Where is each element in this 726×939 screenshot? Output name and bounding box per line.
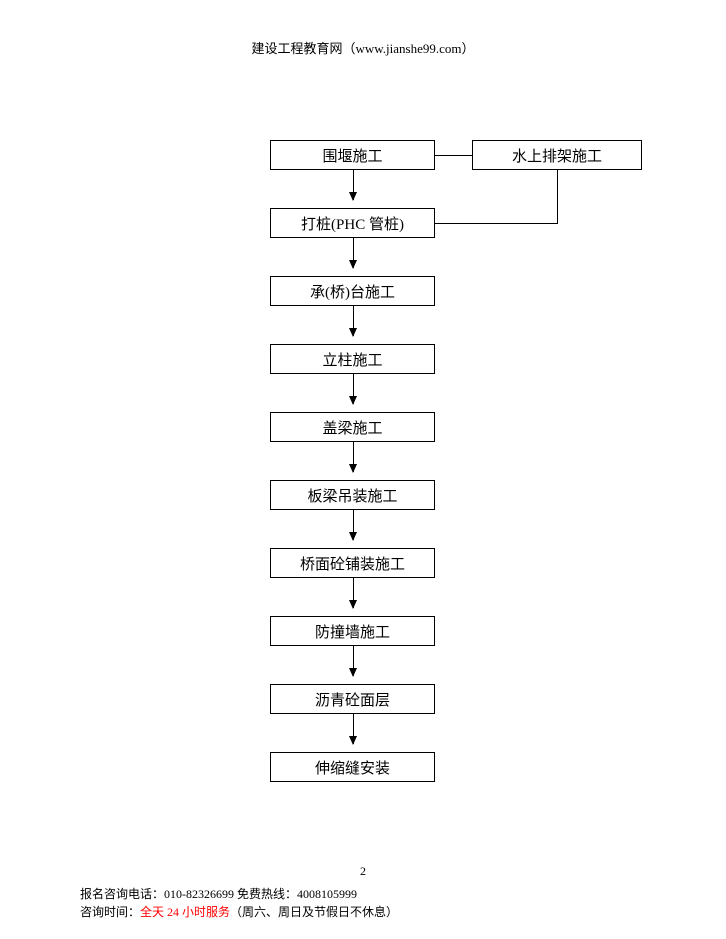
- flow-node-n1b: 水上排架施工: [472, 140, 642, 170]
- page-number: 2: [0, 864, 726, 879]
- connector-h-n1b-n2: [435, 223, 558, 224]
- flow-node-n2: 打桩(PHC 管桩): [270, 208, 435, 238]
- arrow-n7-n8: [353, 578, 354, 608]
- footer-line-2: 咨询时间：全天 24 小时服务（周六、周日及节假日不休息）: [80, 903, 398, 921]
- footer-phone-label-1: 报名咨询电话：: [80, 887, 164, 901]
- footer-phone-2: 4008105999: [297, 887, 357, 901]
- flow-node-n8: 防撞墙施工: [270, 616, 435, 646]
- arrow-n1-n2: [353, 170, 354, 200]
- page-footer: 报名咨询电话：010-82326699 免费热线：4008105999 咨询时间…: [80, 885, 398, 921]
- flow-node-n5: 盖梁施工: [270, 412, 435, 442]
- arrow-n8-n9: [353, 646, 354, 676]
- footer-hours-red: 全天 24 小时服务: [140, 905, 230, 919]
- footer-phone-1: 010-82326699: [164, 887, 234, 901]
- footer-hours-rest: （周六、周日及节假日不休息）: [230, 905, 398, 919]
- footer-phone-label-2: 免费热线：: [234, 887, 297, 901]
- flow-node-n9: 沥青砼面层: [270, 684, 435, 714]
- page-header: 建设工程教育网（www.jianshe99.com）: [0, 38, 726, 57]
- footer-hours-label: 咨询时间：: [80, 905, 140, 919]
- footer-line-1: 报名咨询电话：010-82326699 免费热线：4008105999: [80, 885, 398, 903]
- flow-node-n1: 围堰施工: [270, 140, 435, 170]
- flow-node-n6: 板梁吊装施工: [270, 480, 435, 510]
- flow-node-n7: 桥面砼铺装施工: [270, 548, 435, 578]
- flow-node-n4: 立柱施工: [270, 344, 435, 374]
- arrow-n3-n4: [353, 306, 354, 336]
- connector-v-n1b-n2: [557, 170, 558, 223]
- arrow-n6-n7: [353, 510, 354, 540]
- flow-node-n10: 伸缩缝安装: [270, 752, 435, 782]
- connector-n1-n1b: [435, 155, 472, 156]
- arrow-n9-n10: [353, 714, 354, 744]
- flow-node-n3: 承(桥)台施工: [270, 276, 435, 306]
- arrow-n2-n3: [353, 238, 354, 268]
- arrow-n5-n6: [353, 442, 354, 472]
- arrow-n4-n5: [353, 374, 354, 404]
